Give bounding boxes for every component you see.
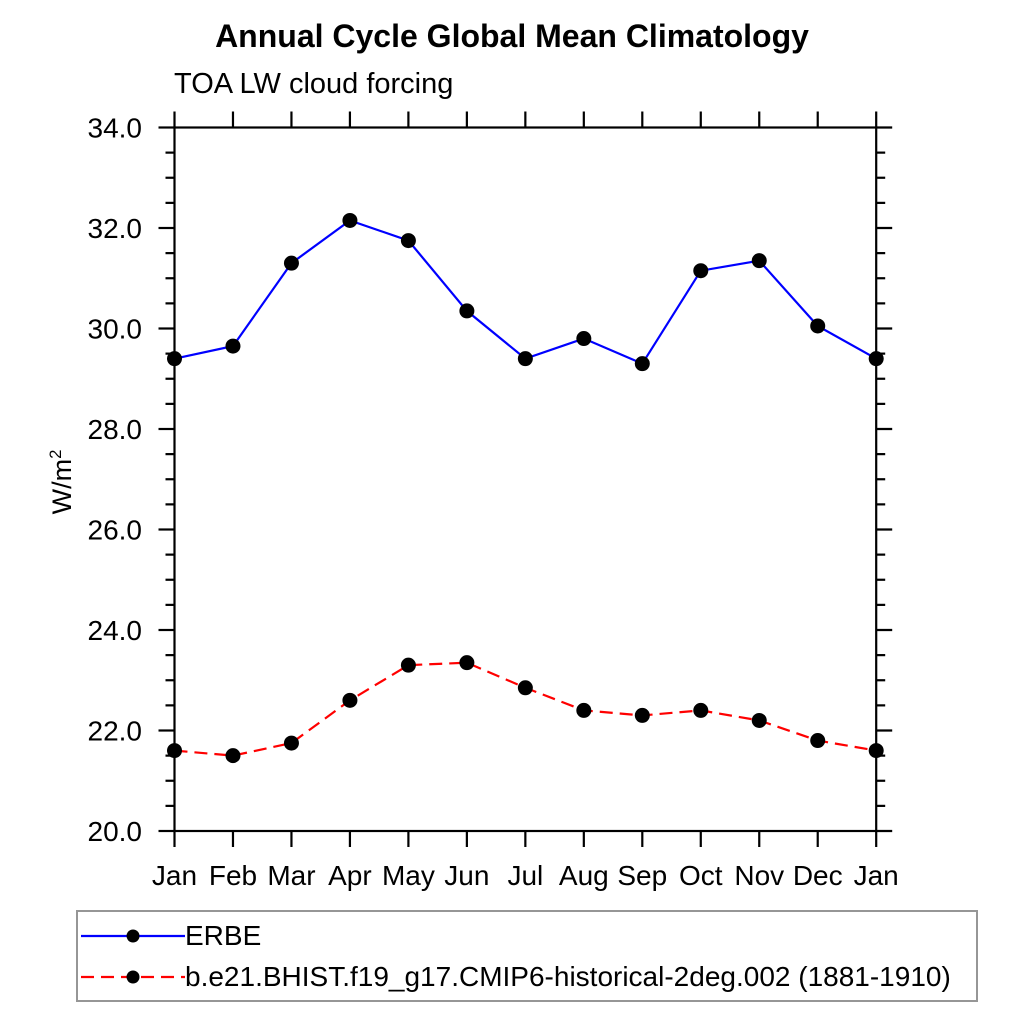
- x-tick-label: Sep: [617, 860, 667, 891]
- plot-frame: [173, 126, 878, 833]
- legend-sample-marker: [126, 929, 140, 942]
- x-tick-label: Jan: [152, 860, 197, 891]
- data-point-marker: [751, 712, 767, 728]
- data-point-marker: [517, 351, 533, 367]
- legend-label-erbe: ERBE: [185, 919, 262, 951]
- x-tick-label: Oct: [679, 860, 723, 891]
- data-point-marker: [459, 303, 475, 319]
- data-point-marker: [810, 733, 826, 749]
- x-tick-label: May: [382, 860, 435, 891]
- data-point-marker: [225, 748, 241, 764]
- legend-line-sample-model: [81, 970, 185, 983]
- x-tick-label: Jan: [854, 860, 899, 891]
- x-tick-label: Dec: [793, 860, 843, 891]
- data-point-marker: [283, 735, 299, 751]
- chart-title: Annual Cycle Global Mean Climatology: [215, 18, 809, 54]
- data-point-marker: [400, 657, 416, 673]
- x-tick-label: Mar: [267, 860, 315, 891]
- y-tick-label: 26.0: [88, 515, 143, 546]
- data-point-marker: [868, 351, 884, 367]
- legend-item-erbe: ERBE: [81, 915, 976, 956]
- x-tick-label: Nov: [734, 860, 784, 891]
- x-tick-label: Jul: [507, 860, 543, 891]
- data-point-marker: [459, 655, 475, 671]
- legend-item-model: b.e21.BHIST.f19_g17.CMIP6-historical-2de…: [81, 956, 976, 997]
- x-tick-label: Apr: [328, 860, 372, 891]
- data-point-marker: [576, 702, 592, 718]
- legend-sample-marker: [126, 970, 140, 983]
- y-tick-label: 22.0: [88, 716, 143, 747]
- x-tick-label: Aug: [559, 860, 609, 891]
- x-tick-label: Feb: [209, 860, 257, 891]
- data-point-marker: [342, 212, 358, 228]
- series-line-erbe: [174, 219, 877, 366]
- data-point-marker: [283, 255, 299, 271]
- y-tick-label: 24.0: [88, 615, 143, 646]
- series-line-model: [174, 661, 877, 757]
- data-point-marker: [576, 331, 592, 347]
- data-point-marker: [167, 743, 182, 759]
- data-point-marker: [342, 692, 358, 708]
- data-point-marker: [751, 253, 767, 269]
- data-point-marker: [517, 680, 533, 696]
- y-tick-label: 30.0: [88, 314, 143, 345]
- data-point-marker: [810, 318, 826, 334]
- y-tick-label: 20.0: [88, 816, 143, 847]
- legend-line-sample-erbe: [81, 929, 185, 942]
- y-tick-label: 34.0: [88, 113, 143, 144]
- data-point-marker: [400, 233, 416, 249]
- data-point-marker: [167, 351, 182, 367]
- legend-box: ERBE b.e21.BHIST.f19_g17.CMIP6-historica…: [76, 910, 978, 1002]
- y-tick-label: 28.0: [88, 414, 143, 445]
- data-point-marker: [225, 338, 241, 354]
- data-point-marker: [693, 702, 709, 718]
- y-tick-label: 32.0: [88, 213, 143, 244]
- data-point-marker: [634, 356, 650, 372]
- data-point-marker: [868, 743, 884, 759]
- data-point-marker: [634, 707, 650, 723]
- chart-subtitle: TOA LW cloud forcing: [174, 68, 454, 100]
- data-point-marker: [693, 263, 709, 279]
- x-tick-label: Jun: [444, 860, 489, 891]
- legend-label-model: b.e21.BHIST.f19_g17.CMIP6-historical-2de…: [185, 960, 951, 992]
